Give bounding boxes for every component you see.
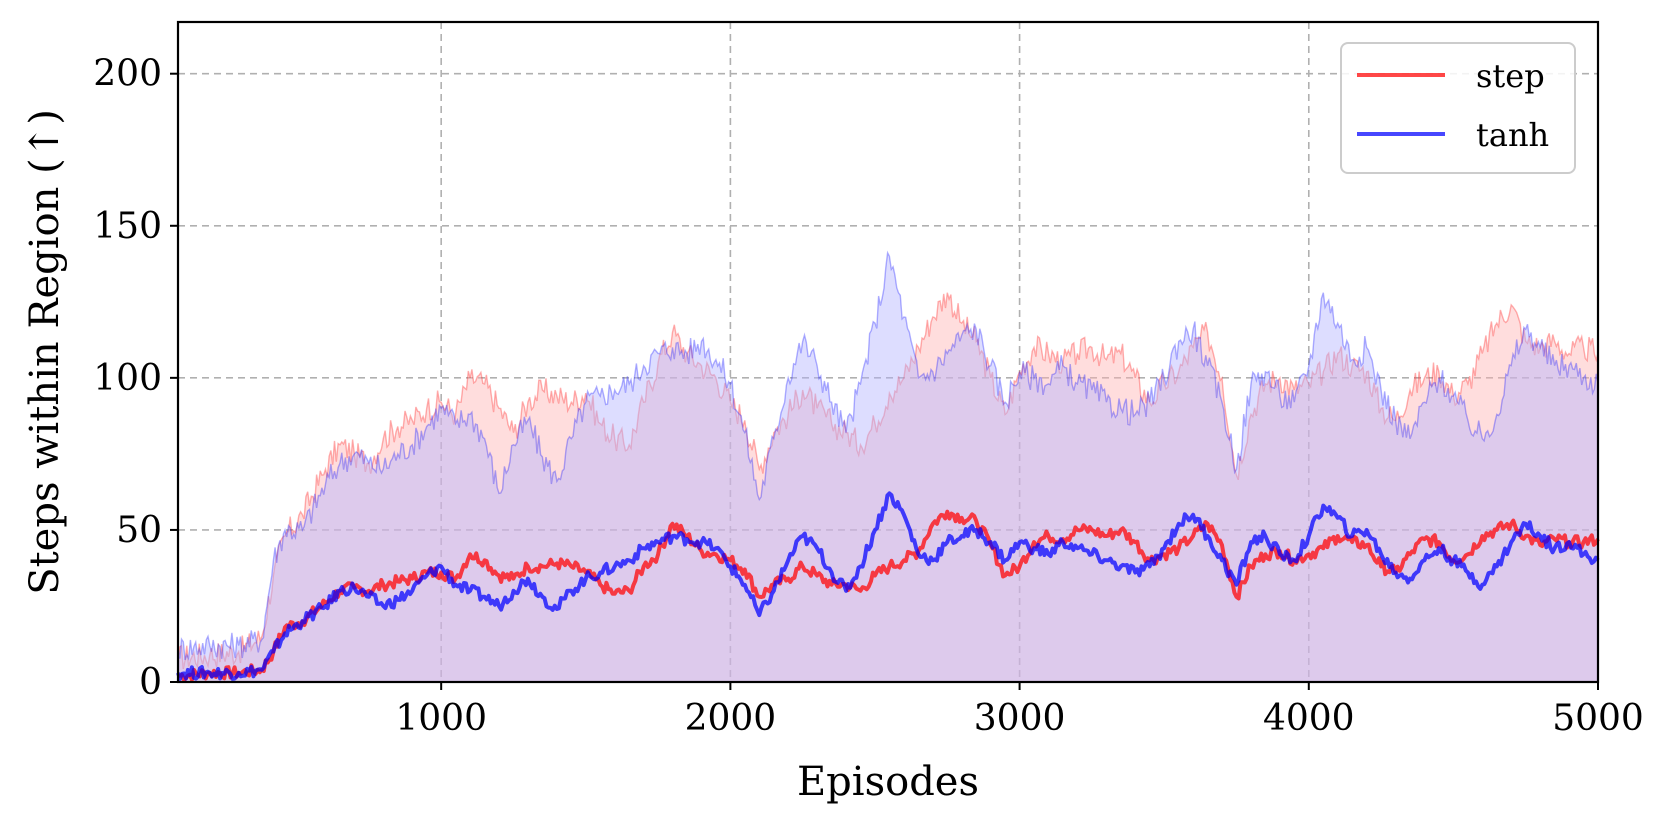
legend-label-step: step bbox=[1476, 57, 1545, 95]
fill-area-tanh bbox=[178, 252, 1598, 683]
x-tick-label: 2000 bbox=[685, 698, 777, 739]
series-lines bbox=[176, 491, 1600, 682]
y-tick-label: 150 bbox=[93, 206, 162, 247]
mean-line-step bbox=[177, 509, 1600, 682]
grid-lines bbox=[178, 22, 1598, 682]
upper-line-tanh bbox=[177, 250, 1599, 662]
y-tick-label: 100 bbox=[93, 358, 162, 399]
x-tick-label: 4000 bbox=[1263, 698, 1355, 739]
mean-line-tanh bbox=[176, 491, 1600, 681]
y-tick-label: 0 bbox=[139, 662, 162, 703]
plot-frame bbox=[176, 20, 1600, 684]
y-tick-label: 50 bbox=[116, 510, 162, 551]
legend-label-tanh: tanh bbox=[1476, 116, 1549, 154]
ticks: 1000 2000 3000 4000 5000 0 50 100 150 200 bbox=[93, 54, 1644, 739]
upper-line-step bbox=[177, 292, 1599, 670]
shaded-regions bbox=[177, 250, 1599, 683]
x-tick-label: 5000 bbox=[1552, 698, 1644, 739]
x-axis-label: Episodes bbox=[797, 759, 979, 805]
y-axis-label: Steps within Region (↑) bbox=[22, 109, 68, 595]
legend: step tanh bbox=[1340, 42, 1576, 174]
y-tick-label: 200 bbox=[93, 54, 162, 95]
x-tick-label: 3000 bbox=[974, 698, 1066, 739]
x-tick-label: 1000 bbox=[395, 698, 487, 739]
